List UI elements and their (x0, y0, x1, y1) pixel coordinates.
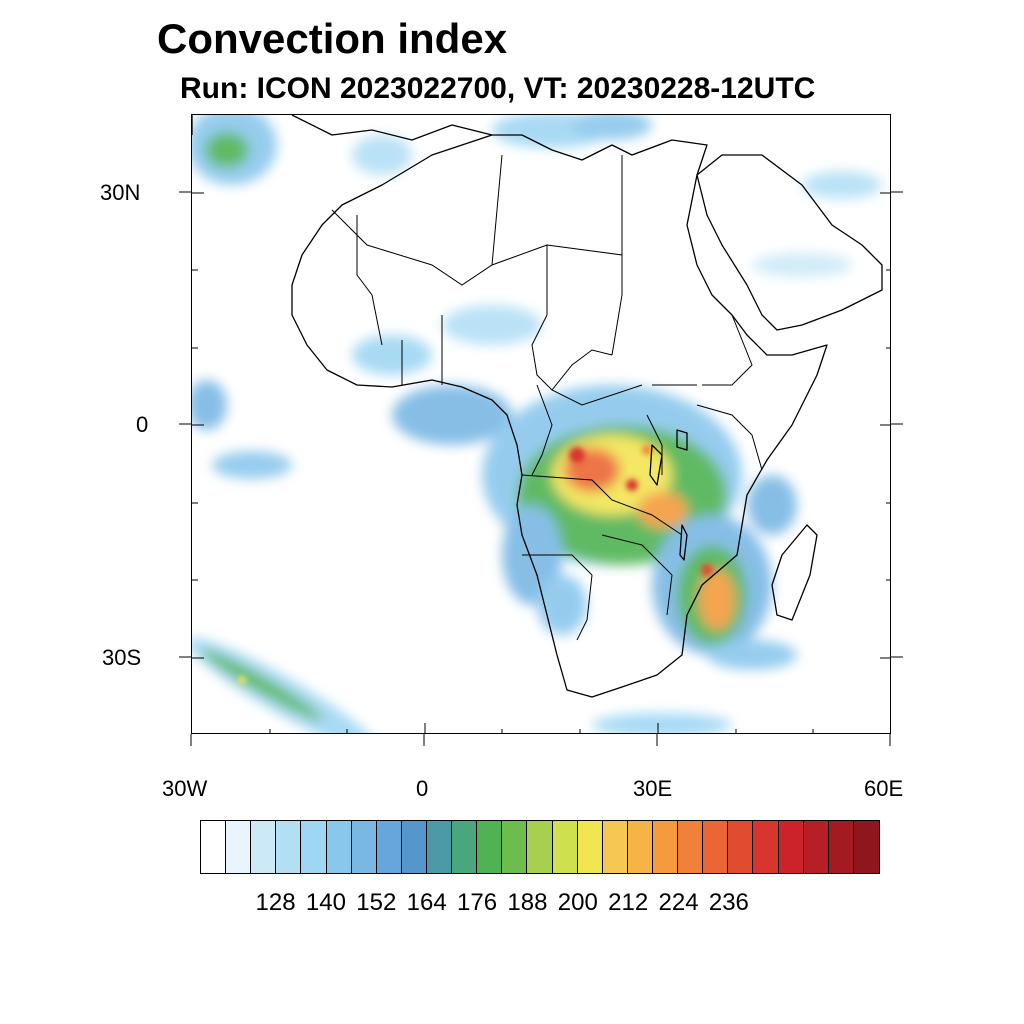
y-tick-30n: 30N (100, 180, 141, 205)
colorbar-box (627, 821, 653, 873)
x-tick-60e: 60E (864, 776, 904, 801)
convection-field (192, 115, 882, 733)
x-tick-0: 0 (416, 776, 429, 801)
colorbar-box (301, 821, 327, 873)
y-tick-30s: 30S (102, 645, 142, 670)
colorbar-box (678, 821, 704, 873)
colorbar-label: 152 (356, 889, 397, 916)
colorbar (200, 820, 880, 874)
x-tick-30e: 30E (633, 776, 673, 801)
colorbar-box (602, 821, 628, 873)
colorbar-label: 164 (406, 889, 447, 916)
map-svg (192, 115, 890, 733)
map-title: Convection index (157, 15, 508, 62)
tick-marks (192, 192, 890, 733)
map-area (191, 114, 891, 734)
colorbar-box (577, 821, 603, 873)
colorbar-box (853, 821, 879, 873)
coastlines (192, 115, 883, 698)
colorbar-box (401, 821, 427, 873)
colorbar-box (452, 821, 478, 873)
colorbar-label: 176 (457, 889, 498, 916)
colorbar-box (376, 821, 402, 873)
colorbar-box (753, 821, 779, 873)
y-tick-0: 0 (136, 412, 149, 437)
colorbar-label: 224 (658, 889, 699, 916)
colorbar-box (201, 821, 227, 873)
colorbar-box (728, 821, 754, 873)
colorbar-box (426, 821, 453, 873)
colorbar-label: 128 (255, 889, 296, 916)
colorbar-label: 200 (557, 889, 598, 916)
colorbar-label: 236 (708, 889, 749, 916)
colorbar-box (477, 821, 503, 873)
colorbar-box (226, 821, 252, 873)
colorbar-box (502, 821, 528, 873)
colorbar-box (703, 821, 729, 873)
country-borders (331, 154, 763, 641)
colorbar-box (778, 821, 804, 873)
colorbar-box (652, 821, 679, 873)
colorbar-label: 140 (305, 889, 346, 916)
colorbar-box (276, 821, 302, 873)
colorbar-box (527, 821, 553, 873)
x-tick-30w: 30W (162, 776, 208, 801)
colorbar-box (326, 821, 352, 873)
colorbar-box (552, 821, 578, 873)
colorbar-box (351, 821, 377, 873)
map-subtitle: Run: ICON 2023022700, VT: 20230228-12UTC (180, 72, 816, 105)
colorbar-label: 212 (608, 889, 649, 916)
colorbar-box (803, 821, 829, 873)
colorbar-box (251, 821, 277, 873)
colorbar-label: 188 (507, 889, 548, 916)
colorbar-box (828, 821, 854, 873)
